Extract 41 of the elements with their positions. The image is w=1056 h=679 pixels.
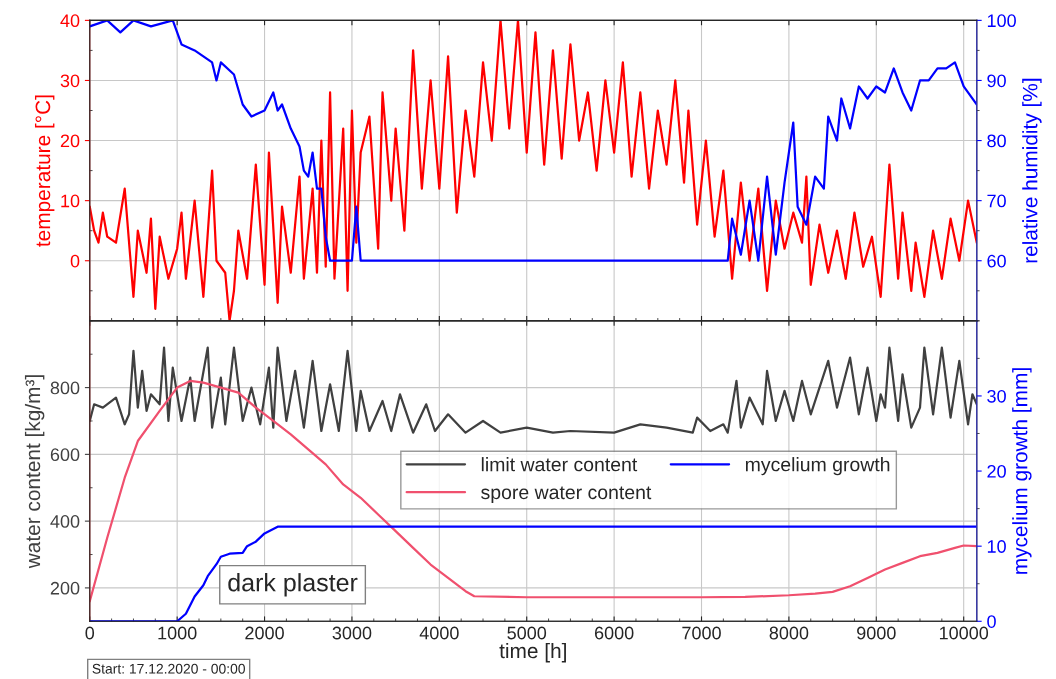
y2-tick-label: 60 [987,254,1006,268]
y-tick-label: 800 [50,381,80,395]
y-tick-label: 30 [60,74,80,88]
x-tick-label: 6000 [594,626,634,640]
line-series [89,379,977,603]
x-axis-title: time [h] [499,642,566,663]
y2-tick-label: 80 [987,134,1006,148]
y-tick-label: 200 [50,581,80,595]
x-tick-label: 9000 [857,626,896,640]
y2-tick-label: 90 [987,74,1006,88]
annotation: dark plaster [228,573,358,597]
y-tick-label: 600 [50,448,80,462]
y-tick-label: 10 [61,194,80,208]
y2-tick-label: 20 [987,464,1006,478]
y-tick-label: 40 [60,14,80,28]
y2-tick-label: 100 [987,14,1016,28]
y-tick-label: 400 [50,515,80,528]
line-series [89,346,977,434]
y2-axis-title: relative humidity [%] [1022,78,1042,263]
y2-axis-title: mycelium growth [mm] [1012,368,1032,574]
text: Start: 17.12.2020 - 00:00 [92,663,245,674]
y2-tick-label: 10 [987,540,1006,553]
y-axis-title: temperature [°C] [34,95,55,247]
x-tick-label: 4000 [419,626,459,640]
x-tick-label: 8000 [769,626,809,640]
y-axis-title: water content [kg/m³] [24,375,45,569]
y-tick-label: 0 [70,254,80,268]
legend-label: mycelium growth [745,457,890,476]
legend-label: spore water content [481,486,652,504]
x-tick-label: 5000 [507,626,547,640]
y2-tick-label: 0 [987,615,996,629]
x-tick-label: 3000 [332,626,372,640]
x-tick-label: 7000 [682,626,721,640]
x-tick-label: 0 [85,626,95,640]
y-tick-label: 20 [60,134,80,148]
y2-tick-label: 70 [987,194,1006,208]
x-tick-label: 2000 [245,626,284,640]
legend-label: limit water content [481,457,638,472]
x-tick-label: 1000 [158,626,197,640]
y2-tick-label: 30 [987,389,1006,403]
x-tick-label: 10000 [939,626,989,640]
